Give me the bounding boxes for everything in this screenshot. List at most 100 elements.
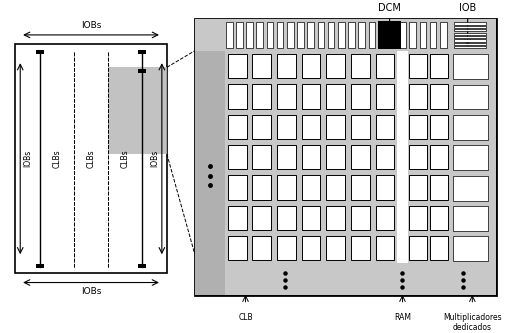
Bar (277, 236, 296, 260)
Bar (430, 54, 447, 78)
Text: RAM: RAM (394, 313, 411, 322)
Bar (379, 22, 385, 48)
Bar (376, 175, 394, 200)
Bar (195, 51, 225, 295)
Bar (252, 236, 271, 260)
Bar (376, 236, 394, 260)
Bar (440, 22, 446, 48)
Text: IOB: IOB (459, 3, 476, 13)
Bar (228, 145, 246, 169)
Bar (307, 22, 314, 48)
Bar (236, 22, 243, 48)
Bar (453, 145, 488, 170)
Bar (351, 115, 370, 139)
Bar (138, 50, 146, 54)
Bar (277, 175, 296, 200)
Bar (228, 54, 246, 78)
Bar (454, 46, 486, 48)
Bar (302, 84, 321, 109)
Bar (326, 115, 345, 139)
Bar (277, 115, 296, 139)
Bar (419, 22, 426, 48)
Bar (225, 51, 449, 263)
Bar (318, 22, 324, 48)
Bar (228, 115, 246, 139)
Bar (399, 22, 406, 48)
Bar (449, 51, 496, 295)
Bar (376, 145, 394, 169)
Bar (225, 263, 449, 295)
Bar (267, 22, 273, 48)
Bar (277, 206, 296, 230)
Text: DCM: DCM (378, 3, 401, 13)
Text: IOBs: IOBs (81, 21, 101, 30)
Bar (36, 50, 44, 54)
Bar (326, 54, 345, 78)
Bar (328, 22, 334, 48)
Bar (351, 206, 370, 230)
Bar (326, 206, 345, 230)
Bar (376, 54, 394, 78)
Bar (453, 85, 488, 110)
Bar (195, 19, 496, 51)
Bar (108, 67, 167, 154)
Bar (348, 22, 355, 48)
Bar (277, 84, 296, 109)
Bar (376, 115, 394, 139)
Bar (277, 54, 296, 78)
Bar (376, 84, 394, 109)
Bar (453, 176, 488, 200)
Bar (430, 206, 447, 230)
Bar (409, 175, 427, 200)
Bar (326, 175, 345, 200)
Bar (351, 236, 370, 260)
Bar (351, 84, 370, 109)
Text: IOBs: IOBs (150, 150, 159, 167)
Text: CLBs: CLBs (87, 150, 96, 168)
Bar (453, 236, 488, 261)
Bar (252, 145, 271, 169)
Bar (252, 115, 271, 139)
Bar (252, 54, 271, 78)
Bar (409, 145, 427, 169)
Bar (257, 22, 263, 48)
Bar (351, 175, 370, 200)
Bar (430, 145, 447, 169)
Bar (409, 115, 427, 139)
Bar (302, 145, 321, 169)
Bar (228, 175, 246, 200)
Bar (338, 22, 345, 48)
Bar (15, 44, 167, 273)
Bar (398, 51, 408, 263)
Bar (287, 22, 294, 48)
Bar (302, 206, 321, 230)
Bar (449, 263, 496, 295)
Bar (351, 54, 370, 78)
Bar (277, 22, 284, 48)
Bar (454, 26, 486, 28)
Bar (409, 236, 427, 260)
Bar (430, 22, 436, 48)
Bar (453, 206, 488, 231)
Bar (376, 206, 394, 230)
Bar (430, 115, 447, 139)
Bar (430, 175, 447, 200)
Bar (297, 22, 304, 48)
Bar (389, 22, 395, 48)
Bar (409, 84, 427, 109)
Bar (36, 264, 44, 268)
Bar (302, 54, 321, 78)
Bar (138, 69, 146, 73)
Bar (228, 84, 246, 109)
Text: Multiplicadores
dedicados: Multiplicadores dedicados (443, 313, 502, 332)
Bar (409, 206, 427, 230)
Bar (228, 206, 246, 230)
Bar (252, 84, 271, 109)
Bar (246, 22, 253, 48)
Bar (358, 22, 365, 48)
Bar (277, 145, 296, 169)
Bar (252, 175, 271, 200)
Bar (430, 84, 447, 109)
Text: CLB: CLB (238, 313, 253, 322)
Bar (326, 145, 345, 169)
